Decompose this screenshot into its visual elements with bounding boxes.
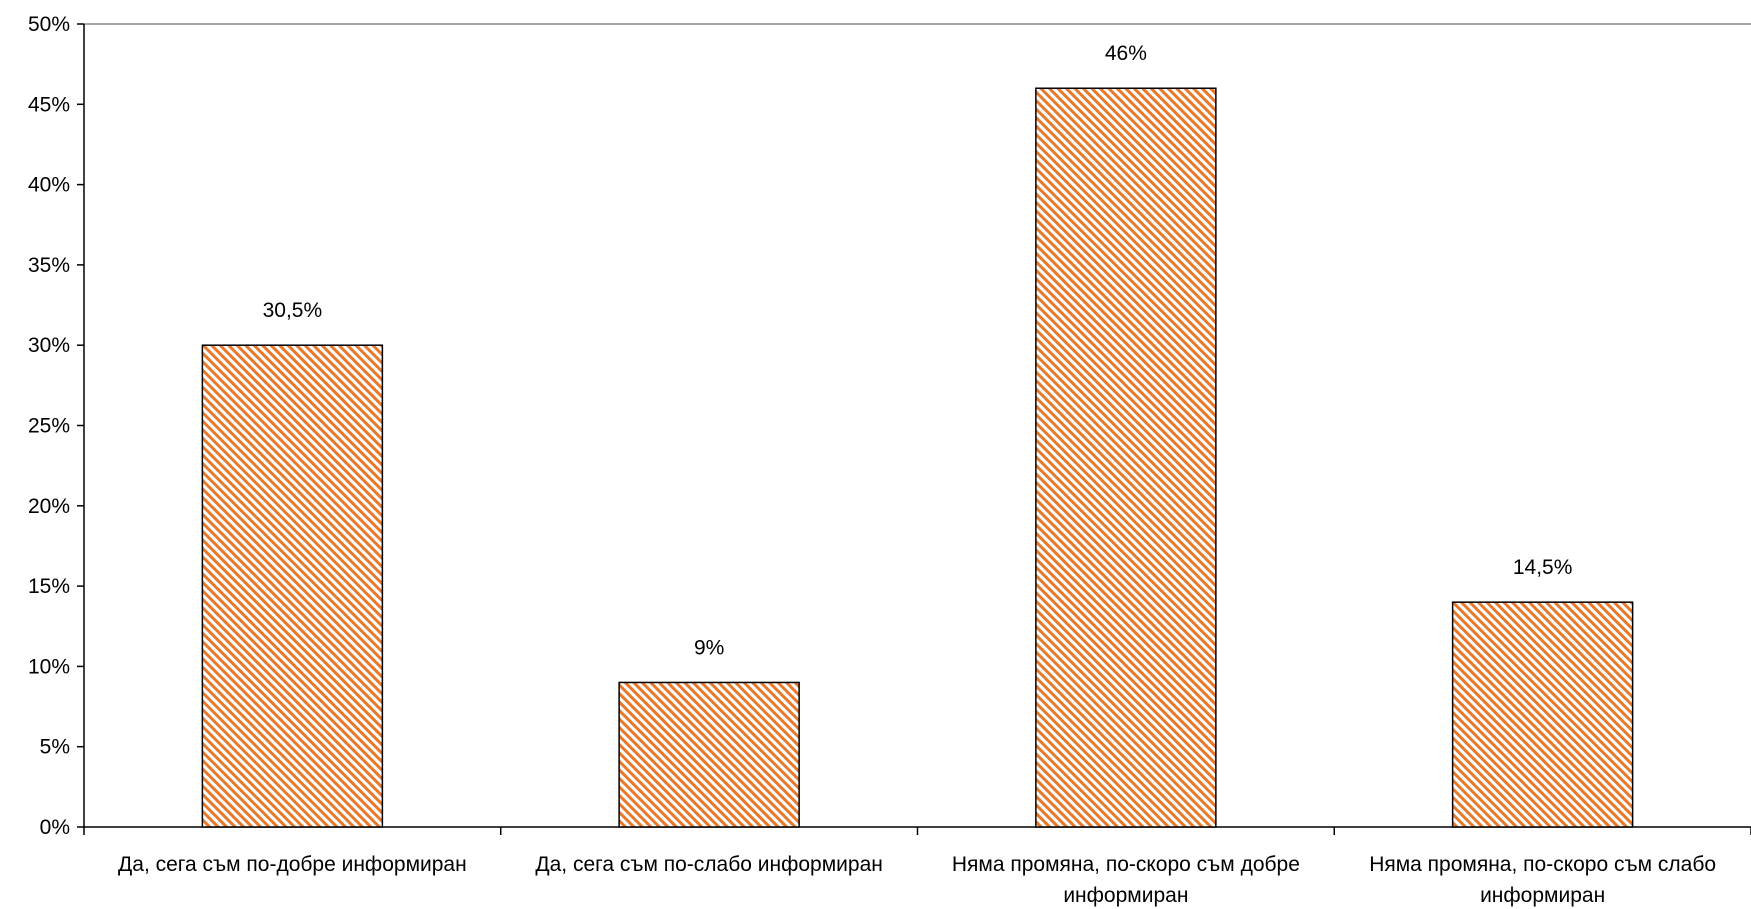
y-tick-label: 25% [28,415,70,438]
y-tick-label: 45% [28,93,70,116]
x-tick-label: информиран [1063,884,1188,907]
bar [201,344,384,828]
y-tick-label: 35% [28,254,70,277]
y-tick-label: 0% [40,816,70,839]
y-tick-label: 10% [28,655,70,678]
plot-area: 0% 5% 10% 15% 20% 25% 30% 35% 40% 45% 50% 30,5% Да, … [28,13,1751,907]
y-tick-label: 40% [28,174,70,197]
x-tick-label: Няма промяна, по-скоро съм слабо [1369,853,1716,876]
x-tick-label: Да, сега съм по-слабо информиран [535,853,882,876]
data-label: 30,5% [263,299,323,322]
data-label: 14,5% [1513,556,1573,579]
x-tick-label: Да, сега съм по-добре информиран [118,853,467,876]
y-tick-label: 15% [28,575,70,598]
bar [1035,87,1217,828]
y-tick-label: 30% [28,334,70,357]
x-tick-label: информиран [1480,884,1605,907]
y-tick-label: 20% [28,495,70,518]
y-tick-label: 50% [28,13,70,36]
data-label: 46% [1105,42,1147,65]
bar [1451,601,1634,828]
bar [618,681,800,828]
x-tick-label: Няма промяна, по-скоро съм добре [952,853,1300,876]
data-label: 9% [694,636,724,659]
y-tick-label: 5% [40,736,70,759]
